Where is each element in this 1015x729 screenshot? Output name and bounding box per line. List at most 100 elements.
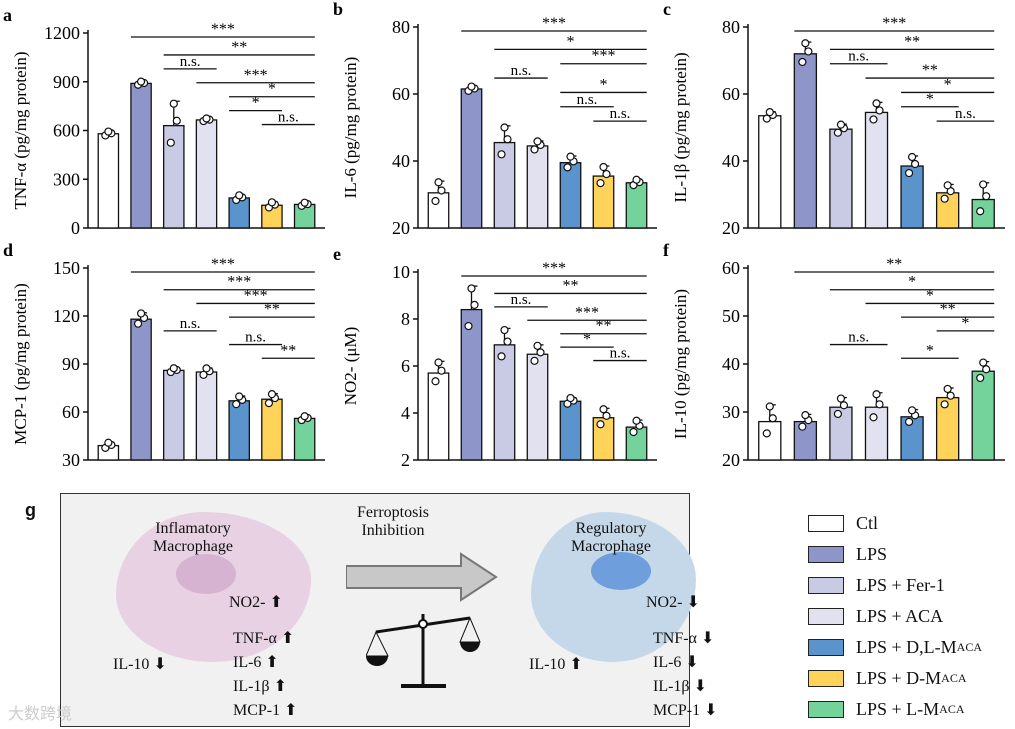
- right-marker-tnf: TNF-α ⬇: [653, 630, 715, 647]
- data-point: [979, 358, 988, 367]
- significance-label: n.s.: [848, 49, 869, 65]
- significance-label: n.s.: [848, 330, 869, 346]
- data-point: [431, 377, 440, 386]
- panel-label: b: [333, 0, 343, 19]
- data-point: [464, 321, 473, 331]
- significance-label: ***: [211, 21, 235, 38]
- data-point: [235, 191, 244, 200]
- bar-1: [97, 133, 120, 229]
- y-tick-label: 20: [722, 218, 740, 238]
- data-point: [798, 422, 807, 431]
- legend-swatch: [808, 670, 844, 687]
- legend-label: LPS + ACA: [856, 606, 944, 626]
- data-point: [533, 341, 542, 350]
- data-point: [982, 192, 991, 201]
- significance-label: *: [252, 95, 260, 112]
- data-point: [232, 400, 241, 409]
- bar-2: [460, 88, 483, 229]
- left-marker-tnf: TNF-α ⬆: [233, 630, 295, 647]
- y-tick-label: 120: [53, 306, 80, 326]
- y-tick-label: 300: [53, 169, 80, 189]
- legend: Ctl LPS LPS + Fer-1 LPS + ACA LPS + D,L-M ACA…: [808, 508, 982, 725]
- data-point: [136, 309, 146, 318]
- data-point: [500, 123, 509, 132]
- right-marker-il6: IL-6 ⬇: [653, 654, 699, 671]
- data-point: [467, 284, 476, 293]
- bar-1: [427, 192, 450, 229]
- data-point: [437, 366, 446, 375]
- significance-label: n.s.: [511, 63, 532, 79]
- y-axis-label: MCP-1 (pg/mg protein): [11, 283, 30, 445]
- data-point: [976, 207, 985, 216]
- left-marker-no2: NO2- ⬆: [229, 594, 283, 611]
- data-point: [907, 406, 917, 415]
- data-point: [133, 319, 143, 328]
- data-point: [533, 137, 542, 146]
- y-tick-label: 2: [401, 450, 410, 470]
- legend-subscript: ACA: [956, 640, 983, 654]
- data-point: [940, 400, 949, 409]
- y-tick-label: 80: [722, 17, 740, 37]
- mechanism-diagram: Inflamatory Macrophage Regulatory Macrop…: [60, 493, 718, 727]
- y-axis-label: IL-10 (pg/mg protein): [671, 289, 690, 439]
- significance-label: *: [268, 81, 276, 98]
- data-point: [602, 411, 611, 420]
- significance-label: **: [563, 277, 579, 294]
- legend-swatch: [808, 515, 844, 532]
- significance-label: **: [922, 62, 938, 79]
- significance-label: *: [961, 315, 969, 332]
- data-point: [172, 116, 181, 125]
- data-point: [768, 414, 777, 423]
- data-point: [235, 392, 244, 401]
- legend-swatch: [808, 701, 844, 718]
- legend-subscript: ACA: [939, 702, 965, 716]
- right-marker-no2: NO2- ⬇: [646, 594, 700, 611]
- bar-3: [162, 124, 185, 229]
- data-point: [199, 370, 208, 379]
- data-point: [833, 128, 843, 137]
- data-point: [801, 39, 810, 48]
- bar-3: [493, 344, 516, 461]
- data-point: [943, 384, 952, 394]
- y-tick-label: 60: [722, 84, 740, 104]
- y-tick-label: 40: [722, 354, 740, 374]
- data-point: [869, 115, 878, 124]
- panel-label: c: [663, 0, 671, 19]
- y-tick-label: 30: [722, 402, 740, 422]
- data-point: [264, 399, 274, 408]
- panel-label: f: [663, 240, 670, 260]
- significance-label: ***: [542, 260, 566, 277]
- data-point: [762, 114, 771, 123]
- legend-label: LPS + L-M: [856, 699, 940, 719]
- y-tick-label: 0: [71, 218, 80, 238]
- y-tick-label: 600: [53, 121, 80, 141]
- y-tick-label: 60: [62, 402, 80, 422]
- y-tick-label: 20: [722, 450, 740, 470]
- y-tick-label: 80: [392, 17, 410, 37]
- y-tick-label: 8: [401, 309, 410, 329]
- data-point: [169, 99, 178, 108]
- significance-label: ***: [575, 304, 599, 321]
- significance-label: n.s.: [610, 346, 631, 362]
- y-tick-label: 6: [401, 356, 410, 376]
- data-point: [503, 337, 512, 346]
- data-point: [798, 57, 807, 67]
- y-axis-label: IL-6 (pg/mg protein): [341, 57, 360, 199]
- significance-label: *: [567, 33, 575, 50]
- significance-label: **: [886, 256, 902, 273]
- data-point: [904, 417, 914, 426]
- data-point: [872, 99, 881, 108]
- legend-label: LPS + D-M: [856, 668, 942, 688]
- y-tick-label: 1200: [44, 23, 80, 43]
- data-point: [602, 169, 611, 179]
- right-marker-il1b: IL-1β ⬇: [653, 678, 707, 695]
- data-point: [982, 365, 991, 374]
- data-point: [536, 348, 545, 357]
- data-point: [300, 198, 309, 207]
- data-point: [836, 120, 846, 129]
- significance-label: ***: [542, 15, 566, 32]
